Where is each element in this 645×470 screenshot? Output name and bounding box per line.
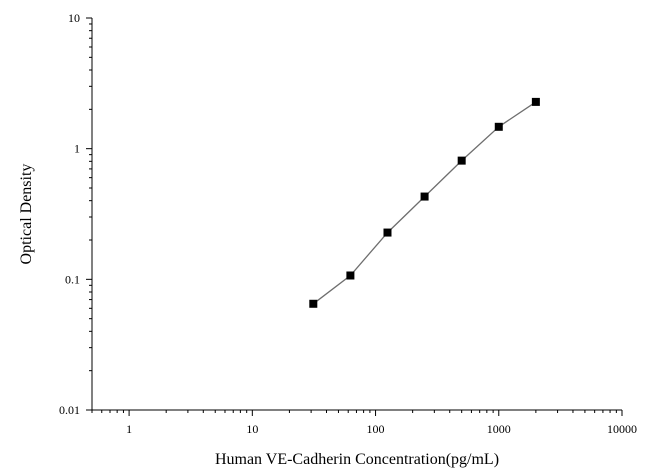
data-point (420, 192, 429, 201)
y-tick-label: 1 (74, 142, 80, 156)
data-point (531, 97, 540, 106)
y-tick-label: 0.1 (65, 272, 80, 286)
x-tick-label: 100 (367, 422, 385, 436)
data-point (457, 156, 466, 165)
data-point (309, 299, 318, 308)
y-axis-label: Optical Density (18, 164, 35, 265)
y-tick-label: 0.01 (59, 403, 80, 417)
x-tick-label: 1000 (487, 422, 511, 436)
data-point (494, 122, 503, 131)
axes (91, 18, 622, 411)
x-tick-label: 10000 (607, 422, 637, 436)
y-ticks: 0.01 0.1 1 10 (59, 11, 92, 417)
plot-area (309, 97, 540, 308)
y-tick-label: 10 (68, 11, 80, 25)
x-tick-label: 1 (126, 422, 132, 436)
x-tick-label: 10 (246, 422, 258, 436)
x-axis-label: Human VE-Cadherin Concentration(pg/mL) (215, 451, 499, 468)
data-point (346, 271, 355, 280)
x-ticks: 1 10 100 1000 10000 (91, 410, 637, 436)
data-point (383, 228, 392, 237)
